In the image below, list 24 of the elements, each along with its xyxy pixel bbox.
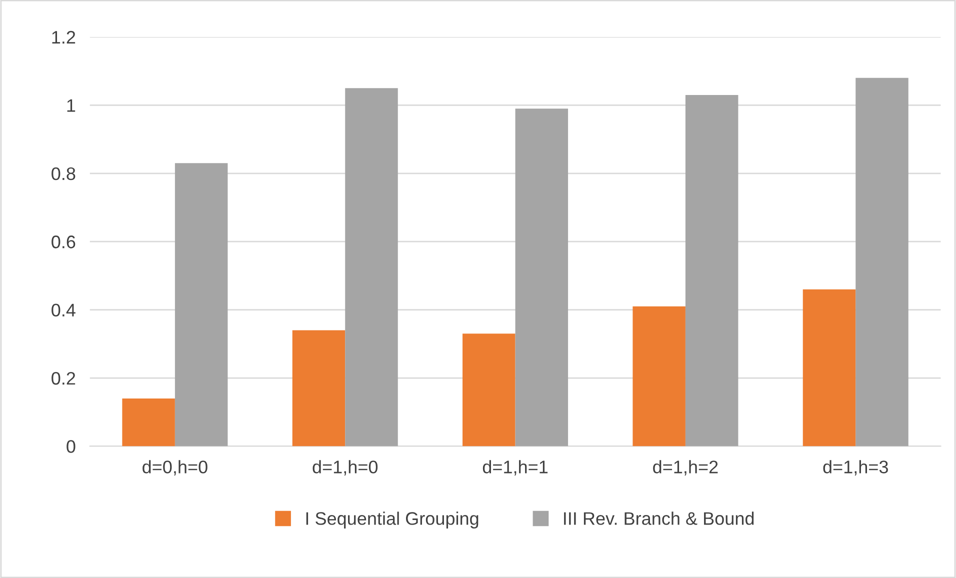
y-tick-label: 1 [67,99,76,112]
bar [856,78,908,446]
bar [174,163,228,446]
bar [632,306,686,446]
x-tick-label: d=1,h=2 [653,460,718,476]
y-tick-label: 1.2 [52,30,76,44]
y-tick-label: 0.8 [52,167,76,180]
bar [122,398,175,446]
bar [345,88,398,446]
x-tick-label: d=1,h=3 [823,460,888,476]
y-tick-label: 0.4 [52,304,76,317]
bar [462,334,516,446]
x-tick-label: d=1,h=1 [482,460,548,476]
legend-label: III Rev. Branch & Bound [564,512,754,525]
y-tick-label: 0.2 [52,372,76,385]
bar [685,94,738,446]
bar [802,289,856,446]
x-tick-label: d=0,h=0 [142,460,208,476]
legend-label: I Sequential Grouping [306,512,478,528]
y-tick-label: 0.6 [52,236,76,248]
x-tick-label: d=1,h=0 [312,460,378,476]
bar [292,330,346,446]
y-tick-label: 0 [66,440,76,453]
bar [515,108,568,446]
